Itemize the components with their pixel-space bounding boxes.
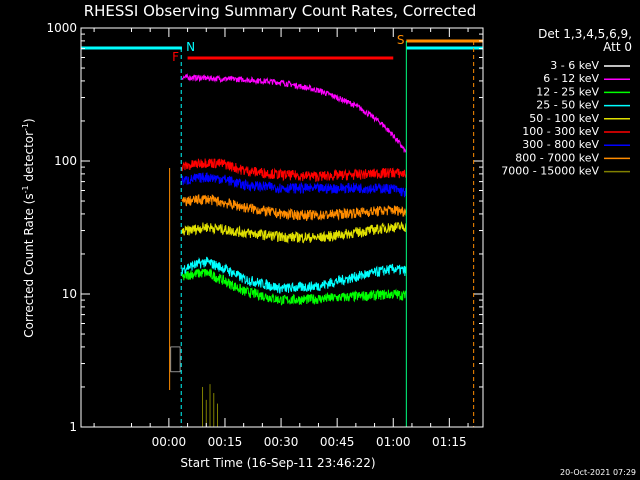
legend-label: 3 - 6 keV (550, 59, 599, 72)
x-tick-label: 00:30 (264, 435, 299, 449)
series-line (181, 158, 407, 183)
series-line (181, 194, 407, 222)
flag-letter-n: N (186, 40, 195, 54)
x-tick-label: 01:15 (432, 435, 467, 449)
series-line (181, 256, 407, 294)
x-tick-label: 00:15 (208, 435, 243, 449)
y-tick-label: 1000 (46, 21, 77, 35)
timestamp: 20-Oct-2021 07:29 (560, 468, 636, 477)
legend-label: 800 - 7000 keV (515, 151, 599, 164)
y-tick-label: 100 (54, 154, 77, 168)
x-axis-label: Start Time (16-Sep-11 23:46:22) (180, 456, 375, 470)
series-line (181, 60, 407, 114)
y-label-main: Corrected Count Rate (s (22, 193, 36, 337)
low-rate-block (170, 346, 181, 373)
series-layer (170, 60, 407, 427)
overlay: FN S (80, 33, 483, 427)
flag-letter-f: F (172, 50, 179, 64)
legend-label: 6 - 12 keV (543, 72, 599, 85)
y-label-sup1: -1 (21, 185, 30, 193)
y-tick-label: 10 (62, 287, 77, 301)
flag-letter-s: S (397, 33, 405, 47)
y-label-sup2: -1 (21, 123, 30, 131)
series-line (181, 73, 407, 153)
series-line (181, 268, 407, 306)
plot-frame (80, 27, 484, 428)
y-axis-label: Corrected Count Rate (s-1 detector-1) (21, 118, 36, 337)
legend-label: 100 - 300 keV (522, 125, 599, 138)
chart-title: RHESSI Observing Summary Count Rates, Co… (84, 2, 477, 20)
legend-label: 300 - 800 keV (522, 138, 599, 151)
x-tick-label: 00:00 (152, 435, 187, 449)
legend-title-line1: Det 1,3,4,5,6,9, (538, 27, 632, 41)
x-tick-label: 00:45 (320, 435, 355, 449)
legend-label: 7000 - 15000 keV (501, 165, 599, 178)
legend-label: 12 - 25 keV (536, 85, 599, 98)
series-line (181, 221, 407, 244)
axes: 1 10 100 1000 00:00 00:15 00:30 00:45 01:00 01:15 (46, 21, 483, 449)
y-label-end: ) (22, 118, 36, 123)
y-label-mid: detector (22, 131, 36, 186)
legend-title-line2: Att 0 (603, 40, 632, 54)
legend-label: 25 - 50 keV (536, 99, 599, 112)
y-tick-label: 1 (69, 420, 77, 434)
x-tick-label: 01:00 (376, 435, 411, 449)
series-line (181, 172, 407, 198)
legend-label: 50 - 100 keV (529, 112, 599, 125)
